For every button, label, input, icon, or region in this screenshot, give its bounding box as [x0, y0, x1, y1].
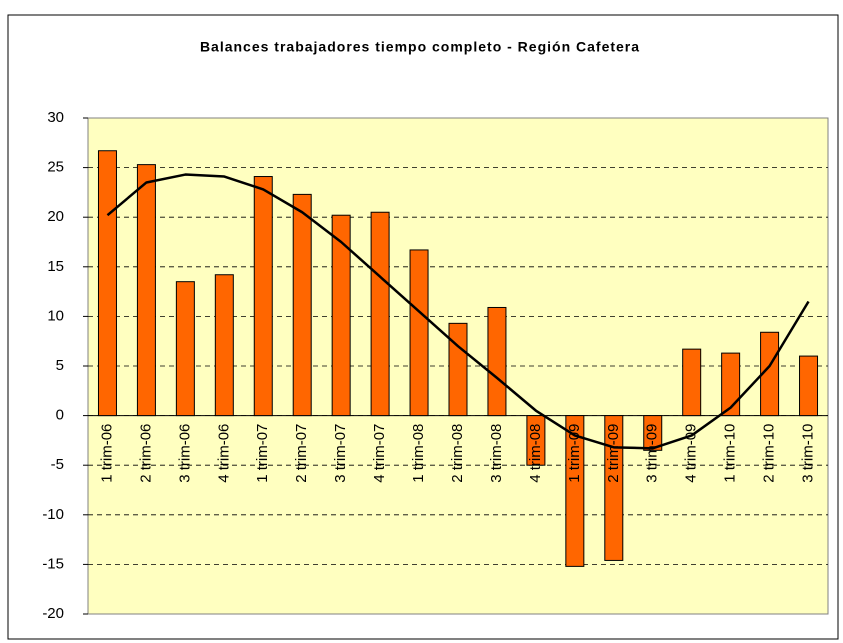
- x-tick-label: 3 trim-07: [332, 424, 349, 483]
- chart-title: Balances trabajadores tiempo completo - …: [200, 39, 640, 55]
- bar: [331, 214, 351, 417]
- y-tick-label: -20: [42, 605, 64, 622]
- x-tick-label: 2 trim-10: [761, 424, 778, 483]
- bar: [292, 193, 312, 417]
- y-tick-label: 20: [47, 208, 64, 225]
- x-tick-label: 4 trim-08: [527, 424, 544, 483]
- x-tick-label: 4 trim-09: [683, 424, 700, 483]
- y-tick-label: -10: [42, 506, 64, 523]
- x-tick-label: 3 trim-09: [644, 424, 661, 483]
- bar: [682, 348, 702, 417]
- bar: [136, 164, 156, 417]
- bar: [253, 176, 273, 417]
- x-tick-label: 1 trim-10: [722, 424, 739, 483]
- x-tick-label: 2 trim-08: [449, 424, 466, 483]
- bar: [565, 415, 585, 567]
- x-tick-label: 1 trim-08: [410, 424, 427, 483]
- x-tick-label: 2 trim-07: [293, 424, 310, 483]
- bar: [175, 281, 195, 417]
- y-tick-label: -5: [51, 456, 64, 473]
- x-tick-label: 4 trim-06: [215, 424, 232, 483]
- bar: [526, 415, 546, 466]
- y-tick-label: 0: [56, 407, 64, 424]
- bar: [604, 415, 624, 561]
- y-tick-label: 10: [47, 307, 64, 324]
- bar: [721, 352, 741, 417]
- bar: [370, 211, 390, 417]
- bar: [448, 322, 468, 417]
- x-tick-label: 1 trim-09: [566, 424, 583, 483]
- bar: [97, 150, 117, 417]
- y-tick-label: 15: [47, 258, 64, 275]
- x-tick-label: 3 trim-06: [176, 424, 193, 483]
- bar: [487, 306, 507, 417]
- y-tick-label: 5: [56, 357, 64, 374]
- y-tick-label: -15: [42, 555, 64, 572]
- x-tick-label: 2 trim-06: [137, 424, 154, 483]
- bar: [643, 415, 663, 451]
- x-tick-label: 3 trim-10: [799, 424, 816, 483]
- trend-line: [106, 173, 810, 450]
- x-tick-label: 3 trim-08: [488, 424, 505, 483]
- x-tick-label: 4 trim-07: [371, 424, 388, 483]
- x-tick-label: 1 trim-06: [98, 424, 115, 483]
- x-tick-label: 1 trim-07: [254, 424, 271, 483]
- y-tick-label: 30: [47, 109, 64, 126]
- bar: [409, 249, 429, 417]
- bar: [214, 274, 234, 417]
- bar: [799, 355, 819, 417]
- y-tick-label: 25: [47, 159, 64, 176]
- x-tick-label: 2 trim-09: [605, 424, 622, 483]
